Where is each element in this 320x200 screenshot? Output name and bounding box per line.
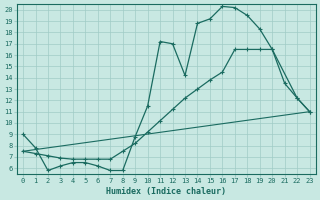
X-axis label: Humidex (Indice chaleur): Humidex (Indice chaleur) bbox=[106, 187, 226, 196]
